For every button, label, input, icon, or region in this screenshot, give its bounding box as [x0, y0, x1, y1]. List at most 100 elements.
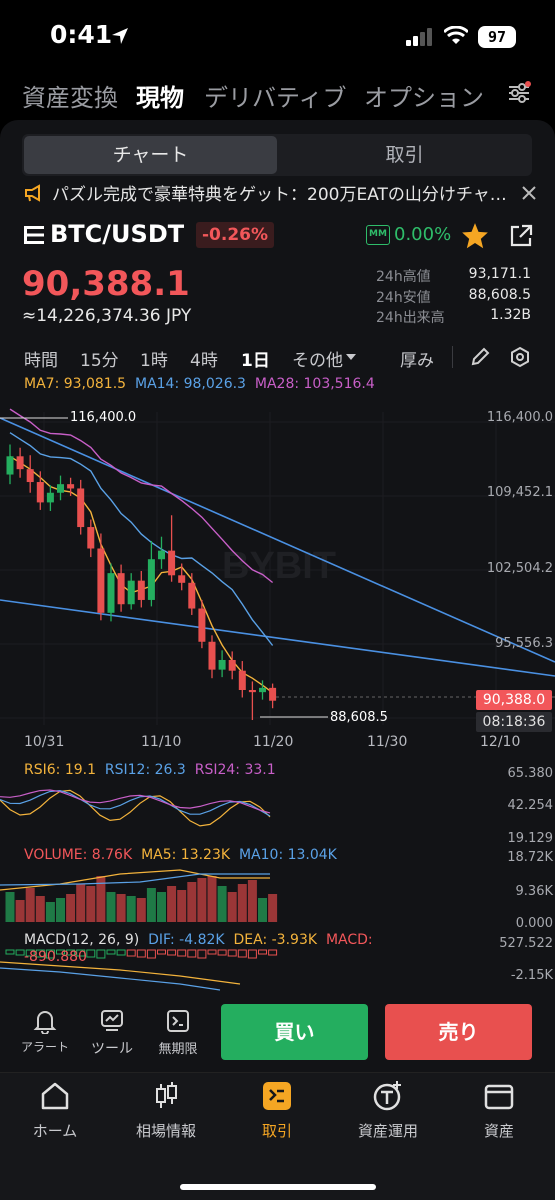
interval-4h[interactable]: 4時	[190, 351, 218, 371]
wifi-icon	[444, 26, 468, 44]
tab-chart[interactable]: チャート	[24, 136, 277, 174]
alert-label: アラート	[20, 1040, 69, 1054]
interval-1h[interactable]: 1時	[140, 351, 168, 371]
macd-dif-line	[0, 967, 221, 991]
low-annotation-label: 88,608.5	[330, 710, 388, 725]
volume-ma5-line	[0, 869, 270, 891]
topnav-convert[interactable]: 資産変換	[22, 84, 118, 112]
date-axis-tick: 11/10	[141, 734, 182, 750]
volume-bar	[247, 880, 257, 922]
buy-button[interactable]: 買い	[221, 1004, 368, 1060]
macd-bar	[106, 949, 116, 955]
nav-earn[interactable]: 資産運用	[338, 1080, 438, 1141]
status-time: 0:41	[50, 20, 113, 49]
perpetual-button[interactable]: 無期限	[150, 1008, 206, 1057]
volume-bar	[157, 892, 166, 922]
battery-indicator: 97	[478, 26, 516, 48]
stat-low-label: 24h安値	[376, 290, 431, 306]
interval-1d[interactable]: 1日	[241, 351, 270, 371]
nav-assets[interactable]: 資産	[449, 1080, 549, 1141]
volume-bar	[167, 886, 177, 922]
candle-body	[36, 482, 44, 503]
rsi-line	[0, 789, 271, 814]
volume-bar	[45, 902, 55, 922]
rsi-lines	[0, 789, 271, 827]
stat-high-label: 24h高値	[376, 269, 431, 285]
macd-bar	[237, 949, 247, 958]
candle-body	[259, 687, 266, 693]
high-low-annotations	[0, 417, 328, 718]
ma28-label: MA28: 103,516.4	[254, 376, 375, 392]
trade-icon	[263, 1082, 291, 1110]
ma7-label: MA7: 93,081.5	[24, 376, 127, 392]
volume-bar	[197, 878, 207, 922]
close-icon[interactable]	[522, 186, 536, 200]
bybit-watermark: BYBIT	[222, 545, 336, 587]
trend-line	[0, 599, 555, 677]
candle-body	[147, 559, 155, 600]
star-icon[interactable]	[461, 222, 489, 250]
candle-body	[57, 484, 64, 493]
candle-body	[269, 687, 277, 701]
menu-icon[interactable]	[24, 226, 44, 244]
volume-bar	[177, 890, 187, 922]
interval-more[interactable]: その他	[292, 351, 343, 371]
rsi-axis-tick: 19.129	[507, 831, 554, 846]
macd-value: -890.880	[24, 949, 87, 965]
macd-axis-tick: 527.522	[499, 936, 553, 951]
interval-time[interactable]: 時間	[24, 351, 58, 371]
nav-home[interactable]: ホーム	[5, 1080, 105, 1141]
candle-body	[87, 527, 95, 549]
volume-bar	[5, 892, 15, 922]
macd-label: MACD:	[325, 932, 373, 948]
candle-body	[218, 659, 226, 670]
macd-bar	[258, 949, 267, 955]
tab-trade[interactable]: 取引	[385, 144, 424, 166]
macd-bar	[116, 949, 126, 956]
promo-banner-text[interactable]: パズル完成で豪華特典をゲット：200万EATの山分けチャ…	[52, 185, 507, 205]
settings-sliders-icon[interactable]	[506, 80, 532, 106]
tools-button[interactable]: ツール	[84, 1008, 140, 1058]
alert-button[interactable]: アラート	[17, 1008, 73, 1055]
share-icon[interactable]	[508, 223, 534, 249]
candle-body	[168, 550, 176, 576]
nav-assets-label: 資産	[483, 1122, 514, 1140]
trend-line	[0, 417, 555, 663]
candle-body	[46, 492, 54, 503]
depth-tab[interactable]: 厚み	[400, 351, 434, 371]
candle-body	[198, 608, 206, 642]
macd-bar	[268, 949, 278, 956]
wallet-icon	[484, 1084, 514, 1110]
home-indicator	[180, 1184, 376, 1190]
nav-trade[interactable]: 取引	[227, 1080, 327, 1141]
volume-bar	[56, 898, 65, 922]
rsi-axis-tick: 65.380	[507, 766, 554, 781]
topnav-spot[interactable]: 現物	[136, 84, 184, 112]
sell-button[interactable]: 売り	[385, 1004, 532, 1060]
trading-pair[interactable]: BTC/USDT	[50, 220, 185, 248]
candle-body	[67, 484, 75, 489]
macd-bar	[197, 949, 207, 959]
date-axis-tick: 11/30	[367, 734, 408, 750]
volume-bar	[15, 900, 25, 922]
topnav-derivatives[interactable]: デリバティブ	[204, 84, 347, 112]
macd-bar	[45, 949, 55, 959]
candle-body	[178, 575, 186, 583]
macd-bar	[167, 949, 177, 956]
pencil-icon[interactable]	[469, 346, 491, 368]
candle-body	[117, 573, 125, 605]
macd-bar	[126, 949, 136, 957]
candle-body	[26, 469, 34, 483]
nav-markets[interactable]: 相場情報	[116, 1080, 216, 1141]
topnav-options[interactable]: オプション	[364, 84, 484, 112]
candlestick-chart[interactable]: BYBIT	[0, 398, 555, 998]
macd-bar	[136, 949, 146, 958]
interval-15m[interactable]: 15分	[80, 351, 119, 371]
volume-bar	[187, 882, 197, 922]
rsi12-label: RSI12: 26.3	[104, 762, 186, 778]
volume-bars	[0, 869, 278, 922]
date-axis-tick: 11/20	[253, 734, 294, 750]
date-axis-tick: 12/10	[480, 734, 521, 750]
macd-dif: DIF: -4.82K	[148, 932, 225, 948]
hexagon-settings-icon[interactable]	[509, 346, 531, 368]
